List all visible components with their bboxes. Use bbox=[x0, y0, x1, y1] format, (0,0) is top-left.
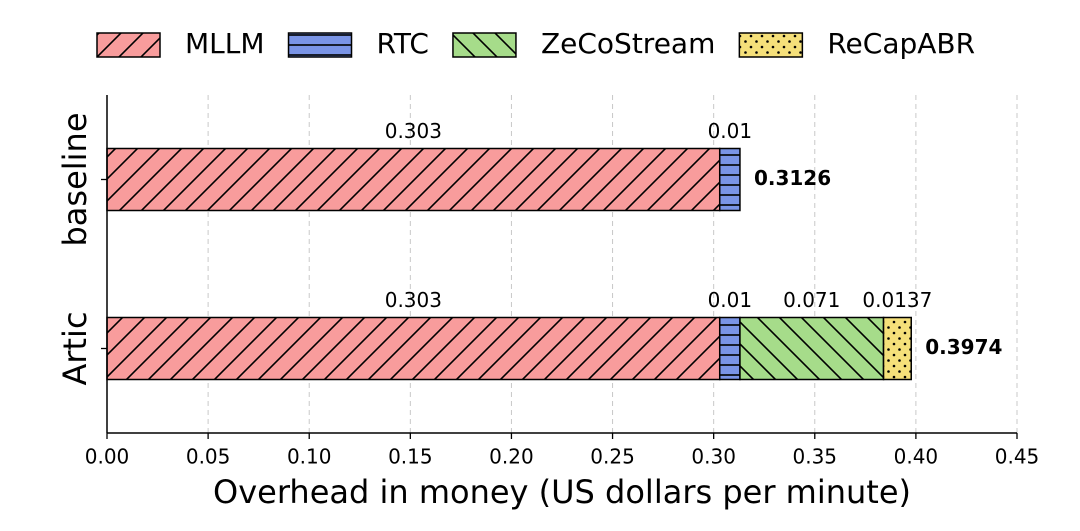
x-tick-label: 0.30 bbox=[691, 445, 736, 469]
total-label: 0.3126 bbox=[754, 166, 831, 190]
bar-hatch bbox=[719, 148, 740, 211]
x-tick-label: 0.45 bbox=[995, 445, 1040, 469]
x-tick-label: 0.35 bbox=[793, 445, 838, 469]
bar-hatch bbox=[883, 317, 912, 380]
x-tick-label: 0.25 bbox=[590, 445, 635, 469]
legend-label: ReCapABR bbox=[827, 27, 975, 60]
x-tick-label: 0.00 bbox=[85, 445, 130, 469]
x-tick-label: 0.15 bbox=[388, 445, 433, 469]
data-label: 0.303 bbox=[385, 119, 442, 143]
legend-outline bbox=[452, 32, 517, 58]
data-label: 0.01 bbox=[708, 288, 753, 312]
data-label: 0.303 bbox=[385, 288, 442, 312]
legend-label: RTC bbox=[377, 27, 429, 60]
legend-hatch bbox=[288, 33, 352, 57]
legend-label: ZeCoStream bbox=[541, 27, 715, 60]
x-tick-label: 0.20 bbox=[489, 445, 534, 469]
legend-outline bbox=[287, 32, 353, 58]
legend-item: RTC bbox=[287, 27, 429, 60]
legend-outline bbox=[738, 32, 804, 58]
x-axis-label: Overhead in money (US dollars per minute… bbox=[213, 473, 911, 511]
bar-hatch bbox=[739, 317, 884, 380]
legend-item: MLLM bbox=[96, 27, 265, 60]
x-tick-label: 0.05 bbox=[186, 445, 231, 469]
legend-outline bbox=[96, 32, 161, 58]
x-tick-label: 0.40 bbox=[894, 445, 939, 469]
data-label: 0.0137 bbox=[862, 288, 932, 312]
legend-hatch bbox=[739, 33, 803, 57]
data-label: 0.01 bbox=[708, 119, 753, 143]
y-tick-label: Artic bbox=[56, 311, 94, 385]
legend-item: ReCapABR bbox=[738, 27, 975, 60]
legend-label: MLLM bbox=[185, 27, 265, 60]
y-tick-label: baseline bbox=[56, 112, 94, 246]
data-label: 0.071 bbox=[783, 288, 840, 312]
bar-hatch bbox=[719, 317, 740, 380]
legend-hatch bbox=[97, 33, 160, 57]
bar-outline bbox=[718, 147, 741, 212]
x-tick-label: 0.10 bbox=[287, 445, 332, 469]
legend-hatch bbox=[452, 33, 516, 57]
bar-hatch bbox=[107, 317, 720, 380]
legend-item: ZeCoStream bbox=[452, 27, 715, 60]
bar-hatch bbox=[107, 148, 720, 211]
total-label: 0.3974 bbox=[925, 335, 1002, 359]
bar-outline bbox=[882, 316, 912, 381]
